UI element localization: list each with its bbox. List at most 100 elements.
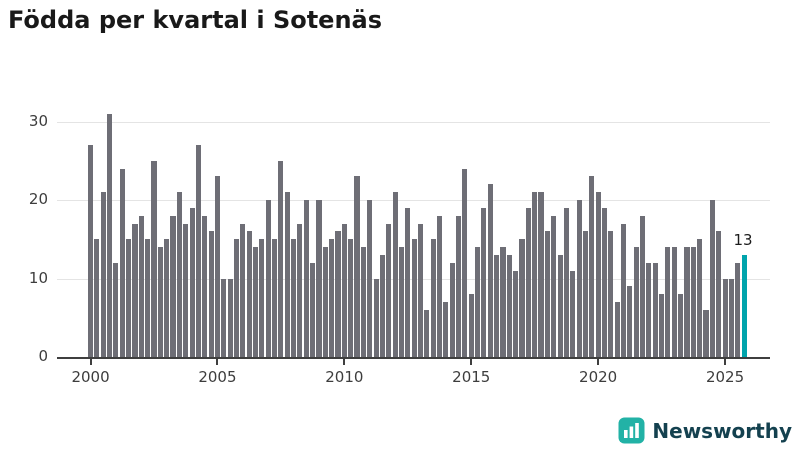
- bar[interactable]: [430, 239, 436, 357]
- bar[interactable]: [189, 207, 195, 357]
- bar[interactable]: [284, 192, 290, 357]
- bar[interactable]: [652, 262, 658, 357]
- bar[interactable]: [227, 278, 233, 357]
- bar[interactable]: [525, 207, 531, 357]
- bar[interactable]: [487, 184, 493, 357]
- bar[interactable]: [157, 247, 163, 357]
- bar[interactable]: [119, 168, 125, 357]
- bar[interactable]: [367, 200, 373, 357]
- bar[interactable]: [195, 145, 201, 357]
- bar[interactable]: [183, 223, 189, 357]
- bar[interactable]: [202, 215, 208, 357]
- bar[interactable]: [138, 215, 144, 357]
- bar[interactable]: [411, 239, 417, 357]
- bar[interactable]: [678, 294, 684, 357]
- bar[interactable]: [709, 200, 715, 357]
- bar[interactable]: [500, 247, 506, 357]
- bar[interactable]: [595, 192, 601, 357]
- bar[interactable]: [386, 223, 392, 357]
- bar[interactable]: [417, 223, 424, 357]
- bar[interactable]: [551, 215, 557, 357]
- bar[interactable]: [684, 247, 690, 357]
- bar[interactable]: [303, 200, 309, 357]
- bar[interactable]: [94, 239, 100, 357]
- newsworthy-logo[interactable]: Newsworthy: [618, 417, 792, 444]
- bar[interactable]: [601, 207, 608, 357]
- bar[interactable]: [278, 160, 284, 357]
- bar[interactable]: [151, 160, 157, 357]
- bar[interactable]: [132, 223, 138, 357]
- bar[interactable]: [329, 239, 335, 357]
- bar[interactable]: [398, 247, 404, 357]
- bar[interactable]: [620, 223, 627, 357]
- bar[interactable]: [576, 200, 582, 357]
- bar[interactable]: [373, 278, 379, 357]
- bar[interactable]: [532, 192, 538, 357]
- bar[interactable]: [589, 176, 595, 357]
- bar[interactable]: [107, 113, 113, 357]
- bar[interactable]: [88, 145, 94, 357]
- bar[interactable]: [538, 192, 544, 357]
- bar[interactable]: [659, 294, 665, 357]
- bar[interactable]: [310, 262, 316, 357]
- bar[interactable]: [297, 223, 303, 357]
- bar[interactable]: [697, 239, 703, 357]
- bar[interactable]: [462, 168, 468, 357]
- bar[interactable]: [379, 254, 385, 357]
- bar[interactable]: [341, 223, 347, 357]
- bar[interactable]: [728, 278, 734, 357]
- bar[interactable]: [468, 294, 474, 357]
- bar[interactable]: [322, 247, 328, 357]
- bar[interactable]: [316, 200, 322, 357]
- bar[interactable]: [735, 262, 741, 357]
- bar[interactable]: [214, 176, 220, 357]
- bar[interactable]: [506, 254, 512, 357]
- bar[interactable]: [240, 223, 246, 357]
- bar[interactable]: [646, 262, 652, 357]
- bar[interactable]: [582, 231, 588, 357]
- bar[interactable]: [690, 247, 696, 357]
- bar[interactable]: [456, 215, 462, 357]
- bar[interactable]: [436, 215, 443, 357]
- bar[interactable]: [291, 239, 297, 357]
- bar[interactable]: [272, 239, 278, 357]
- bar[interactable]: [513, 270, 519, 357]
- bar[interactable]: [544, 231, 550, 357]
- bar[interactable]: [259, 239, 265, 357]
- bar-highlighted[interactable]: [741, 254, 747, 357]
- bar[interactable]: [640, 215, 646, 357]
- bar[interactable]: [252, 247, 259, 357]
- bar[interactable]: [627, 286, 633, 357]
- bar[interactable]: [126, 239, 132, 357]
- bar[interactable]: [170, 215, 176, 357]
- bar[interactable]: [481, 207, 487, 357]
- bar[interactable]: [348, 239, 354, 357]
- bar[interactable]: [608, 231, 614, 357]
- bar[interactable]: [164, 239, 170, 357]
- bar[interactable]: [176, 192, 182, 357]
- bar[interactable]: [221, 278, 227, 357]
- bar[interactable]: [360, 247, 366, 357]
- bar[interactable]: [703, 309, 709, 357]
- bar[interactable]: [443, 302, 449, 357]
- bar[interactable]: [614, 302, 620, 357]
- bar[interactable]: [494, 254, 500, 357]
- bar[interactable]: [424, 309, 430, 357]
- bar[interactable]: [354, 176, 360, 357]
- bar[interactable]: [563, 207, 569, 357]
- bar[interactable]: [716, 231, 722, 357]
- bar[interactable]: [665, 247, 671, 357]
- bar[interactable]: [233, 239, 240, 357]
- bar[interactable]: [519, 239, 525, 357]
- bar[interactable]: [475, 247, 481, 357]
- bar[interactable]: [449, 262, 455, 357]
- bar[interactable]: [570, 270, 576, 357]
- bar[interactable]: [145, 239, 151, 357]
- bar[interactable]: [722, 278, 728, 357]
- bar[interactable]: [335, 231, 341, 357]
- bar[interactable]: [557, 254, 563, 357]
- bar[interactable]: [671, 247, 677, 357]
- bar[interactable]: [392, 192, 398, 357]
- bar[interactable]: [113, 262, 119, 357]
- bar[interactable]: [633, 247, 639, 357]
